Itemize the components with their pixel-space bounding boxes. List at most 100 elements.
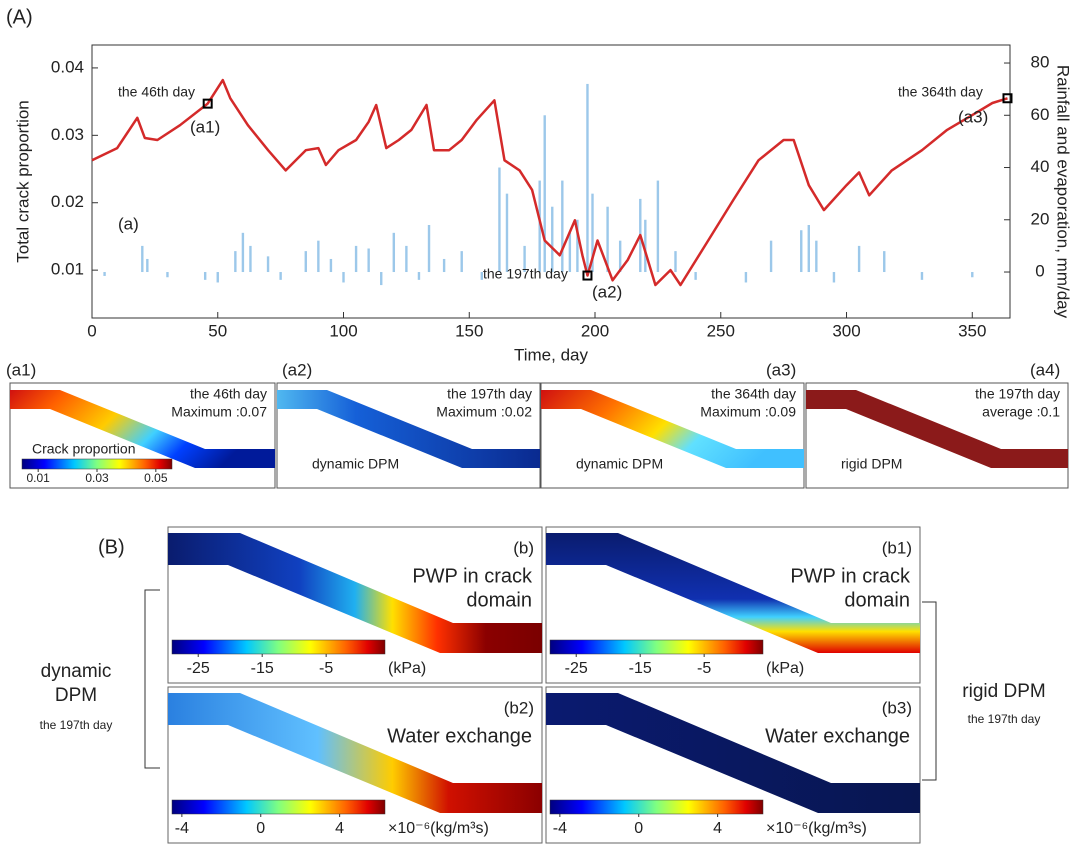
bar — [808, 225, 810, 272]
side-day: the 197th day — [40, 718, 113, 732]
bar — [657, 181, 659, 272]
x-tick-label: 300 — [832, 321, 860, 340]
panel-stat: average :0.1 — [982, 404, 1060, 420]
bar — [770, 241, 772, 272]
side-title: rigid DPM — [962, 681, 1045, 702]
bracket — [145, 590, 160, 768]
bar — [428, 225, 430, 272]
bar — [367, 249, 369, 273]
bar — [146, 259, 148, 272]
side-title: DPM — [55, 685, 97, 706]
x-tick-label: 150 — [455, 321, 483, 340]
colorbar-tick-label: 0.01 — [26, 471, 50, 485]
colorbar — [172, 800, 385, 814]
colorbar — [22, 459, 172, 469]
bar — [317, 241, 319, 272]
x-tick-label: 50 — [208, 321, 227, 340]
side-day: the 197th day — [968, 712, 1041, 726]
colorbar-tick-label: -4 — [175, 820, 189, 837]
bar — [242, 233, 244, 272]
bar — [418, 272, 420, 280]
colorbar-unit: ×10⁻⁶(kg/m³s) — [766, 820, 867, 837]
y2-tick-label: 80 — [1031, 53, 1050, 72]
x-tick-label: 200 — [581, 321, 609, 340]
bar — [544, 115, 546, 272]
panel-stat: Maximum :0.07 — [171, 404, 267, 420]
annotation: the 46th day — [118, 84, 195, 100]
bracket — [922, 602, 936, 780]
panel-note: rigid DPM — [841, 456, 902, 472]
colorbar-tick-label: -25 — [565, 660, 588, 677]
colorbar-tick-label: -15 — [629, 660, 652, 677]
panel-label: (a3) — [766, 360, 796, 379]
bar — [249, 246, 251, 272]
y2-tick-label: 40 — [1031, 157, 1050, 176]
panel-label: (A) — [6, 6, 33, 28]
panel-stat: Maximum :0.02 — [436, 404, 532, 420]
bar — [971, 272, 973, 277]
annotation: the 197th day — [483, 266, 568, 282]
panel-day: the 46th day — [190, 386, 267, 402]
annotation-label: (a3) — [958, 107, 988, 126]
y-tick-label: 0.04 — [51, 57, 84, 76]
panel-label: (b) — [513, 538, 534, 557]
colorbar-unit: (kPa) — [766, 660, 804, 677]
colorbar-tick-label: -4 — [553, 820, 567, 837]
bar — [267, 256, 269, 272]
colorbar-tick-label: 4 — [335, 820, 344, 837]
bar — [204, 272, 206, 280]
x-axis-label: Time, day — [514, 345, 589, 364]
panel-title: domain — [844, 589, 910, 611]
colorbar — [172, 640, 385, 654]
panel-title: domain — [466, 589, 532, 611]
annotation-label: (a1) — [190, 117, 220, 136]
panel-label: (a1) — [6, 360, 36, 379]
bar — [279, 272, 281, 280]
bar — [443, 259, 445, 272]
bar — [305, 251, 307, 272]
bar — [569, 233, 571, 272]
bar — [551, 207, 553, 272]
bar — [674, 251, 676, 272]
colorbar-tick-label: -5 — [319, 660, 333, 677]
colorbar — [550, 800, 763, 814]
colorbar-tick-label: -25 — [187, 660, 210, 677]
colorbar-tick-label: 4 — [713, 820, 722, 837]
figure: (A)(a)0501001502002503003500.010.020.030… — [0, 0, 1074, 845]
panel-note: dynamic DPM — [576, 456, 663, 472]
bar — [461, 251, 463, 272]
bar — [330, 259, 332, 272]
panel-title: Water exchange — [387, 725, 532, 747]
bar — [342, 272, 344, 282]
colorbar-tick-label: 0 — [256, 820, 265, 837]
panel-day: the 364th day — [711, 386, 796, 402]
colorbar-title: Crack proportion — [32, 441, 136, 457]
panel-day: the 197th day — [447, 386, 532, 402]
line — [92, 80, 1008, 285]
colorbar-tick-label: 0.05 — [144, 471, 168, 485]
y-tick-label: 0.03 — [51, 125, 84, 144]
bar — [217, 272, 219, 282]
bar — [355, 246, 357, 272]
bar — [745, 272, 747, 282]
bar — [506, 194, 508, 272]
colorbar-tick-label: 0.03 — [85, 471, 109, 485]
colorbar-tick-label: 0 — [634, 820, 643, 837]
y-axis-label: Total crack proportion — [13, 100, 32, 263]
bar — [561, 181, 563, 272]
x-tick-label: 250 — [707, 321, 735, 340]
y2-axis-label: Rainfall and evaporation, mm/day — [1054, 65, 1073, 319]
bar — [380, 272, 382, 285]
bar — [234, 251, 236, 272]
x-tick-label: 0 — [87, 321, 96, 340]
panel-label: (a4) — [1030, 360, 1060, 379]
colorbar-tick-label: -5 — [697, 660, 711, 677]
bar — [833, 272, 835, 282]
bar — [405, 246, 407, 272]
panel-label: (a2) — [282, 360, 312, 379]
section-label: (B) — [98, 536, 125, 558]
inner-label: (a) — [118, 214, 139, 233]
x-tick-label: 100 — [329, 321, 357, 340]
y-tick-label: 0.01 — [51, 260, 84, 279]
bar — [166, 272, 168, 277]
